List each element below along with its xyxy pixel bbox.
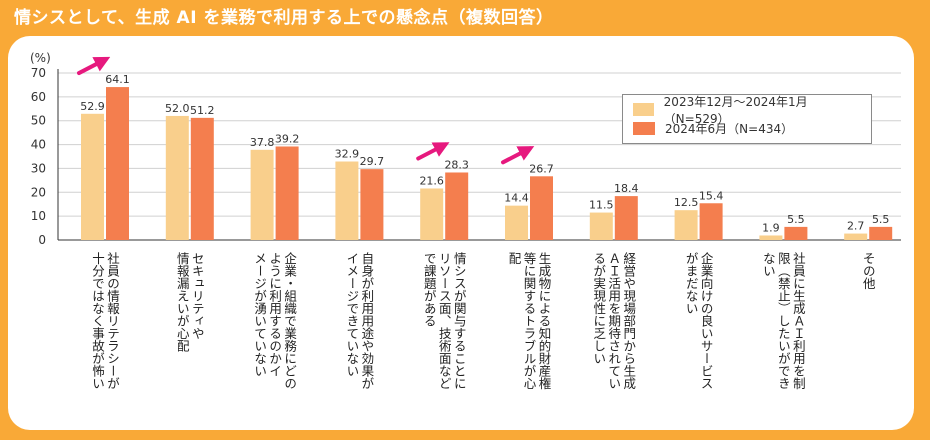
y-tick-label: 10 bbox=[31, 209, 46, 223]
data-label-2024-3: 29.7 bbox=[360, 155, 385, 168]
y-tick-label: 0 bbox=[38, 233, 46, 247]
bar-2024-7 bbox=[699, 203, 723, 240]
category-label-4: リソース面、技術面など bbox=[437, 252, 452, 390]
data-label-2023-7: 12.5 bbox=[674, 196, 699, 209]
category-label-3: イメージできていない bbox=[344, 252, 359, 377]
bar-chart: (%) 0 10 20 30 40 50 60 70 52.9 64.1 社員の情報リテラシーが十分で… bbox=[30, 51, 901, 390]
category-label-3: 自身が利用用途や効果が bbox=[359, 252, 374, 390]
category-label-5: 生成物による知的財産権 bbox=[537, 252, 552, 390]
y-tick-label: 20 bbox=[31, 185, 46, 199]
category-label-6: るが実現性に乏しい bbox=[591, 252, 606, 365]
y-tick-label: 50 bbox=[31, 114, 46, 128]
bar-2024-2 bbox=[275, 146, 299, 240]
increase-arrow-5 bbox=[501, 146, 535, 165]
bar-2023-3 bbox=[335, 161, 359, 240]
bar-2024-1 bbox=[190, 117, 214, 240]
category-label-5: 等に関するトラブルが心 bbox=[522, 251, 537, 390]
category-label-0: 十分ではなく事故が怖い bbox=[90, 252, 105, 390]
bar-2024-3 bbox=[360, 169, 384, 240]
data-label-2024-8: 5.5 bbox=[787, 213, 805, 226]
bar-2023-5 bbox=[505, 205, 528, 240]
bar-2023-6 bbox=[589, 212, 613, 240]
bar-2023-1 bbox=[165, 115, 189, 240]
y-tick-label: 40 bbox=[31, 138, 46, 152]
bar-2023-0 bbox=[81, 113, 104, 240]
bar-2024-4 bbox=[445, 172, 469, 240]
data-label-2024-5: 26.7 bbox=[529, 162, 554, 175]
category-label-2: ように利用するのかイ bbox=[267, 252, 282, 377]
data-label-2023-0: 52.9 bbox=[80, 100, 105, 113]
category-label-2: 企業・組織で業務にどの bbox=[282, 251, 297, 390]
data-label-2023-1: 52.0 bbox=[165, 102, 190, 115]
data-label-2024-0: 64.1 bbox=[105, 73, 130, 86]
data-label-2023-9: 2.7 bbox=[847, 220, 865, 233]
data-label-2024-2: 39.2 bbox=[275, 132, 300, 145]
bar-2023-2 bbox=[250, 149, 274, 240]
chart-panel: (%) 0 10 20 30 40 50 60 70 52.9 64.1 社員の情報リテラシーが 十分で… bbox=[8, 36, 914, 430]
category-label-1: セキュリティや bbox=[190, 252, 205, 340]
legend-swatch-2023 bbox=[633, 103, 654, 116]
y-tick-label: 70 bbox=[31, 66, 46, 80]
increase-arrow-4 bbox=[416, 142, 450, 161]
category-label-4: で課題がある bbox=[422, 252, 437, 327]
bar-2023-9 bbox=[844, 233, 868, 240]
y-tick-label: 60 bbox=[31, 90, 46, 104]
category-label-7: がまだない bbox=[684, 251, 699, 315]
legend-item-2024: 2024年6月（N=434） bbox=[633, 119, 861, 138]
legend-label-2023: 2023年12月～2024年1月（N=529） bbox=[663, 94, 808, 126]
bar-2023-7 bbox=[674, 210, 698, 240]
bar-2024-9 bbox=[869, 226, 893, 240]
data-label-2023-6: 11.5 bbox=[589, 199, 614, 212]
category-label-2: メージが湧いていない bbox=[252, 252, 267, 377]
legend-item-2023: 2023年12月～2024年1月（N=529） bbox=[633, 95, 861, 126]
category-label-8: ない bbox=[761, 252, 776, 277]
category-label-8: 限（禁止）したいができ bbox=[776, 252, 791, 390]
data-label-2023-4: 21.6 bbox=[419, 174, 444, 187]
legend-swatch-2024 bbox=[633, 122, 655, 135]
category-label-8: 社員に生成ＡＩ利用を制 bbox=[791, 251, 806, 390]
bar-2023-4 bbox=[420, 188, 444, 240]
increase-arrow-0 bbox=[77, 56, 111, 76]
y-tick-label: 30 bbox=[31, 161, 46, 175]
data-label-2023-2: 37.8 bbox=[250, 136, 275, 149]
category-label-0: 社員の情報リテラシーが bbox=[105, 251, 120, 390]
bar-2024-0 bbox=[106, 87, 129, 240]
data-label-2023-8: 1.9 bbox=[762, 221, 780, 234]
data-label-2024-7: 15.4 bbox=[699, 189, 724, 202]
bar-2024-6 bbox=[614, 196, 638, 240]
data-label-2024-1: 51.2 bbox=[190, 104, 215, 117]
data-label-2023-3: 32.9 bbox=[335, 148, 360, 161]
category-label-5: 配 bbox=[507, 252, 522, 265]
category-label-7: 企業向けの良いサービス bbox=[699, 251, 714, 390]
bar-2024-8 bbox=[784, 226, 808, 240]
data-label-2024-6: 18.4 bbox=[614, 182, 639, 195]
category-label-6: 経営や現場部門から生成 bbox=[621, 252, 636, 390]
category-label-1: 情報漏えいが心配 bbox=[175, 252, 190, 352]
page-title: 情シスとして、生成 AI を業務で利用する上での懸念点（複数回答） bbox=[14, 8, 554, 28]
data-label-2023-5: 14.4 bbox=[504, 192, 529, 205]
data-label-2024-4: 28.3 bbox=[444, 158, 469, 171]
bar-2024-5 bbox=[530, 176, 553, 240]
category-label-4: 情シスが関与することに bbox=[452, 252, 467, 390]
y-unit-label: (%) bbox=[30, 51, 51, 65]
legend: 2023年12月～2024年1月（N=529） 2024年6月（N=434） bbox=[622, 94, 872, 144]
legend-label-2024: 2024年6月（N=434） bbox=[665, 122, 794, 136]
category-label-6: ＡＩ活用を期待されてい bbox=[606, 252, 621, 390]
category-label-9: その他 bbox=[861, 252, 876, 290]
bar-2023-8 bbox=[759, 235, 783, 240]
data-label-2024-9: 5.5 bbox=[872, 213, 890, 226]
